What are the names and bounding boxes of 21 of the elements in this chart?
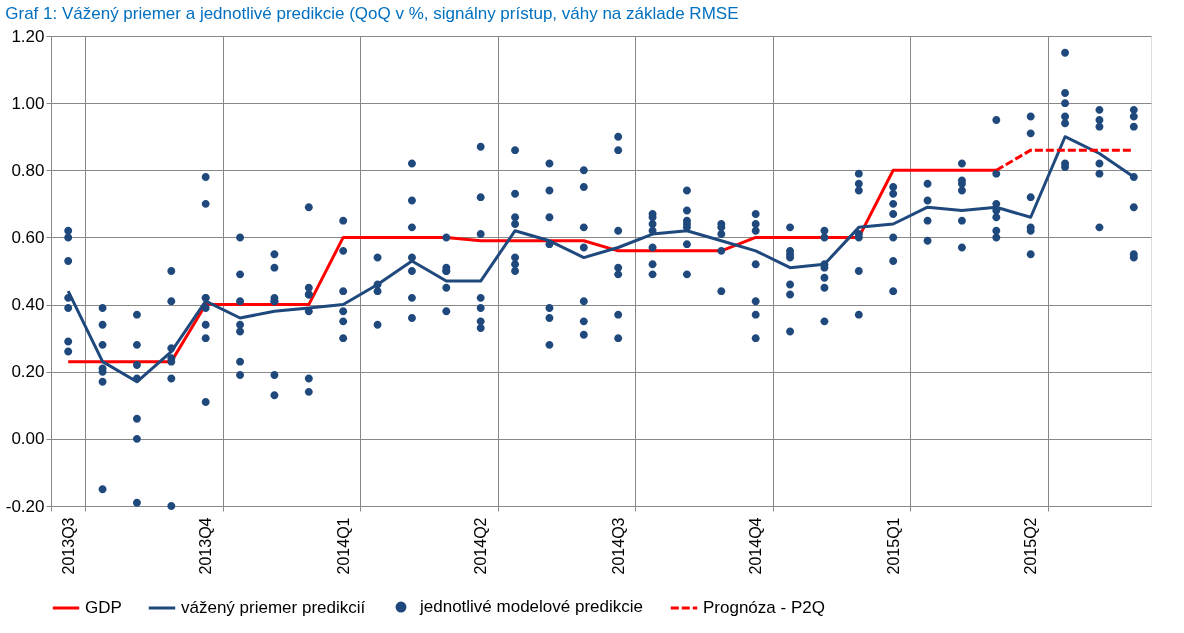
x-tick-label: 2015Q1 bbox=[884, 517, 902, 575]
x-tick-label: 2013Q4 bbox=[197, 517, 215, 575]
legend-label: Prognóza - P2Q bbox=[703, 598, 825, 617]
y-tick-label: 0.80 bbox=[11, 160, 45, 180]
legend-label: jednotlivé modelové predikcie bbox=[419, 597, 644, 617]
x-tick-label: 2013Q3 bbox=[59, 517, 77, 575]
y-tick-label: -0.20 bbox=[5, 496, 45, 516]
legend-label: GDP bbox=[85, 598, 122, 617]
x-tick-label: 2015Q2 bbox=[1022, 517, 1040, 575]
y-tick-label: 1.20 bbox=[11, 26, 45, 46]
x-tick-label: 2014Q4 bbox=[747, 517, 765, 575]
y-tick-label: 0.60 bbox=[11, 227, 45, 247]
y-tick-label: 1.00 bbox=[11, 93, 45, 113]
y-tick-label: 0.20 bbox=[11, 362, 45, 382]
x-tick-label: 2014Q2 bbox=[472, 517, 490, 575]
x-tick-label: 2014Q3 bbox=[609, 517, 627, 575]
chart-title: Graf 1: Vážený priemer a jednotlivé predikcie (QoQ v %, signálny prístup, váhy na základe RMSE bbox=[5, 4, 739, 23]
y-tick-label: 0.00 bbox=[11, 429, 45, 449]
legend-label: vážený priemer predikcií bbox=[181, 598, 366, 617]
y-tick-label: 0.40 bbox=[11, 295, 45, 315]
x-tick-label: 2014Q1 bbox=[334, 517, 352, 575]
